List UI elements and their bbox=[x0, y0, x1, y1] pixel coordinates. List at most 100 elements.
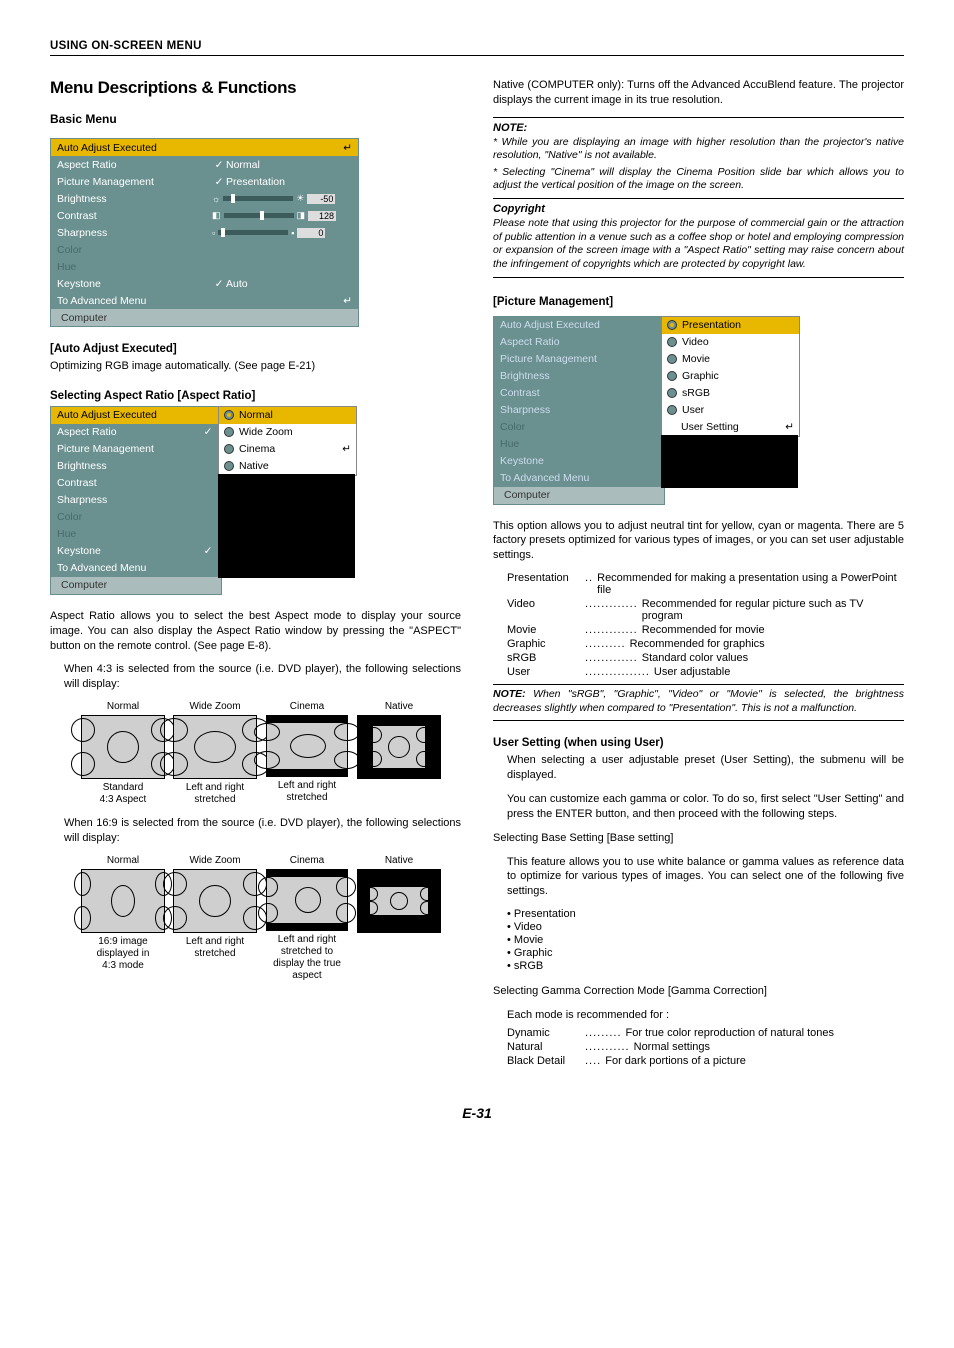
main-title: Menu Descriptions & Functions bbox=[50, 78, 461, 98]
basic-menu-panel: Auto Adjust Executed ↵ Aspect Ratio ✓ No… bbox=[50, 138, 359, 327]
pop-row[interactable]: Native bbox=[219, 458, 356, 475]
aspect-heading: Selecting Aspect Ratio [Aspect Ratio] bbox=[50, 390, 461, 402]
menu-row: Hue bbox=[51, 526, 221, 543]
diagram-normal bbox=[81, 715, 165, 779]
diagram-cinema-169 bbox=[266, 869, 348, 931]
pop-row[interactable]: Graphic bbox=[662, 368, 799, 385]
radio-icon bbox=[667, 371, 677, 381]
radio-icon bbox=[224, 461, 234, 471]
user-p1: When selecting a user adjustable preset … bbox=[493, 753, 904, 783]
diagram-cinema bbox=[266, 715, 348, 777]
pop-row[interactable]: User Setting↵ bbox=[662, 419, 799, 436]
menu-row[interactable]: Aspect Ratio✓ bbox=[51, 424, 221, 441]
base-heading: Selecting Base Setting [Base setting] bbox=[493, 831, 904, 846]
menu-row: Color bbox=[494, 419, 664, 436]
auto-adjust-heading: [Auto Adjust Executed] bbox=[50, 343, 461, 355]
native-text: Native (COMPUTER only): Turns off the Ad… bbox=[493, 78, 904, 108]
menu-row-contrast[interactable]: Contrast ◧◨ 128 bbox=[51, 207, 358, 224]
popup-backdrop bbox=[661, 435, 798, 488]
base-p: This feature allows you to use white bal… bbox=[493, 855, 904, 900]
left-column: Menu Descriptions & Functions Basic Menu… bbox=[50, 78, 461, 1069]
menu-row[interactable]: Keystone✓ bbox=[51, 543, 221, 560]
menu-row[interactable]: Sharpness bbox=[51, 492, 221, 509]
copyright-heading: Copyright bbox=[493, 202, 904, 217]
menu-row-aspect[interactable]: Aspect Ratio ✓ Normal bbox=[51, 156, 358, 173]
pop-row[interactable]: Cinema↵ bbox=[219, 441, 356, 458]
check-icon: ✓ bbox=[201, 426, 215, 438]
contrast-high-icon: ◨ bbox=[297, 210, 306, 221]
gamma-list: Dynamic.........For true color reproduct… bbox=[493, 1027, 904, 1067]
enter-icon: ↵ bbox=[342, 443, 351, 455]
enter-icon: ↵ bbox=[785, 421, 794, 433]
radio-icon bbox=[667, 388, 677, 398]
aspect-169-diagrams: Normal 16:9 imagedisplayed in4:3 mode Wi… bbox=[80, 855, 461, 982]
contrast-low-icon: ◧ bbox=[212, 210, 221, 221]
radio-icon bbox=[667, 337, 677, 347]
note-2: * Selecting "Cinema" will display the Ci… bbox=[493, 166, 904, 193]
note-heading: NOTE: bbox=[493, 121, 904, 136]
menu-row-auto-adjust[interactable]: Auto Adjust Executed ↵ bbox=[51, 139, 358, 156]
pop-row[interactable]: Video bbox=[662, 334, 799, 351]
aspect-text: Aspect Ratio allows you to select the be… bbox=[50, 609, 461, 654]
blur-icon: ▫ bbox=[212, 228, 215, 238]
menu-row[interactable]: Auto Adjust Executed bbox=[494, 317, 664, 334]
menu-row-color: Color bbox=[51, 241, 358, 258]
menu-row[interactable]: Picture Management bbox=[494, 351, 664, 368]
auto-adjust-text: Optimizing RGB image automatically. (See… bbox=[50, 359, 461, 374]
menu-row-picture-mgmt[interactable]: Picture Management ✓ Presentation bbox=[51, 173, 358, 190]
pop-row[interactable]: User bbox=[662, 402, 799, 419]
aspect-submenu: Auto Adjust Executed Aspect Ratio✓ Pictu… bbox=[50, 406, 357, 595]
menu-row[interactable]: To Advanced Menu bbox=[51, 560, 221, 577]
panel-source-foot: Computer bbox=[51, 309, 358, 326]
diagram-normal-169 bbox=[81, 869, 165, 933]
basic-menu-heading: Basic Menu bbox=[50, 112, 461, 126]
menu-row[interactable]: Keystone bbox=[494, 453, 664, 470]
menu-row-advanced[interactable]: To Advanced Menu ↵ bbox=[51, 292, 358, 309]
menu-row: Hue bbox=[494, 436, 664, 453]
menu-row-brightness[interactable]: Brightness ☼☀ -50 bbox=[51, 190, 358, 207]
check-icon: ✓ bbox=[212, 176, 226, 188]
pm-heading: [Picture Management] bbox=[493, 296, 904, 308]
menu-row[interactable]: Auto Adjust Executed bbox=[51, 407, 221, 424]
pop-row[interactable]: Normal bbox=[219, 407, 356, 424]
radio-icon bbox=[224, 410, 234, 420]
popup-backdrop bbox=[218, 474, 355, 578]
pm-submenu: Auto Adjust Executed Aspect Ratio Pictur… bbox=[493, 316, 800, 505]
menu-row[interactable]: To Advanced Menu bbox=[494, 470, 664, 487]
base-items: • Presentation • Video • Movie • Graphic… bbox=[493, 908, 904, 972]
menu-row[interactable]: Sharpness bbox=[494, 402, 664, 419]
enter-icon: ↵ bbox=[343, 142, 352, 154]
pop-row[interactable]: Presentation bbox=[662, 317, 799, 334]
user-p2: You can customize each gamma or color. T… bbox=[493, 792, 904, 822]
menu-row[interactable]: Brightness bbox=[51, 458, 221, 475]
aspect-popup: Normal Wide Zoom Cinema↵ Native bbox=[218, 406, 357, 476]
menu-row[interactable]: Contrast bbox=[494, 385, 664, 402]
pop-row[interactable]: sRGB bbox=[662, 385, 799, 402]
radio-icon bbox=[224, 444, 234, 454]
diagram-widezoom-169 bbox=[173, 869, 257, 933]
menu-row[interactable]: Aspect Ratio bbox=[494, 334, 664, 351]
menu-row-sharpness[interactable]: Sharpness ▫▪ 0 bbox=[51, 224, 358, 241]
preset-list: Presentation..Recommended for making a p… bbox=[507, 572, 904, 678]
pm-popup: Presentation Video Movie Graphic sRGB Us… bbox=[661, 316, 800, 437]
user-setting-heading: User Setting (when using User) bbox=[493, 737, 904, 749]
pop-row[interactable]: Wide Zoom bbox=[219, 424, 356, 441]
sun-bright-icon: ☀ bbox=[296, 193, 304, 204]
gamma-intro: Each mode is recommended for : bbox=[493, 1008, 904, 1023]
page-number: E-31 bbox=[50, 1105, 904, 1121]
diagram-widezoom bbox=[173, 715, 257, 779]
panel-source-foot: Computer bbox=[494, 487, 664, 504]
menu-row[interactable]: Contrast bbox=[51, 475, 221, 492]
menu-row-keystone[interactable]: Keystone ✓ Auto bbox=[51, 275, 358, 292]
sharp-icon: ▪ bbox=[291, 228, 294, 238]
menu-row[interactable]: Brightness bbox=[494, 368, 664, 385]
page-header: USING ON-SCREEN MENU bbox=[50, 40, 904, 56]
check-icon: ✓ bbox=[201, 545, 215, 557]
right-column: Native (COMPUTER only): Turns off the Ad… bbox=[493, 78, 904, 1069]
pop-row[interactable]: Movie bbox=[662, 351, 799, 368]
radio-icon bbox=[667, 320, 677, 330]
p43: When 4:3 is selected from the source (i.… bbox=[50, 662, 461, 692]
gamma-heading: Selecting Gamma Correction Mode [Gamma C… bbox=[493, 984, 904, 999]
note-3: NOTE: When "sRGB", "Graphic", "Video" or… bbox=[493, 688, 904, 715]
menu-row[interactable]: Picture Management bbox=[51, 441, 221, 458]
